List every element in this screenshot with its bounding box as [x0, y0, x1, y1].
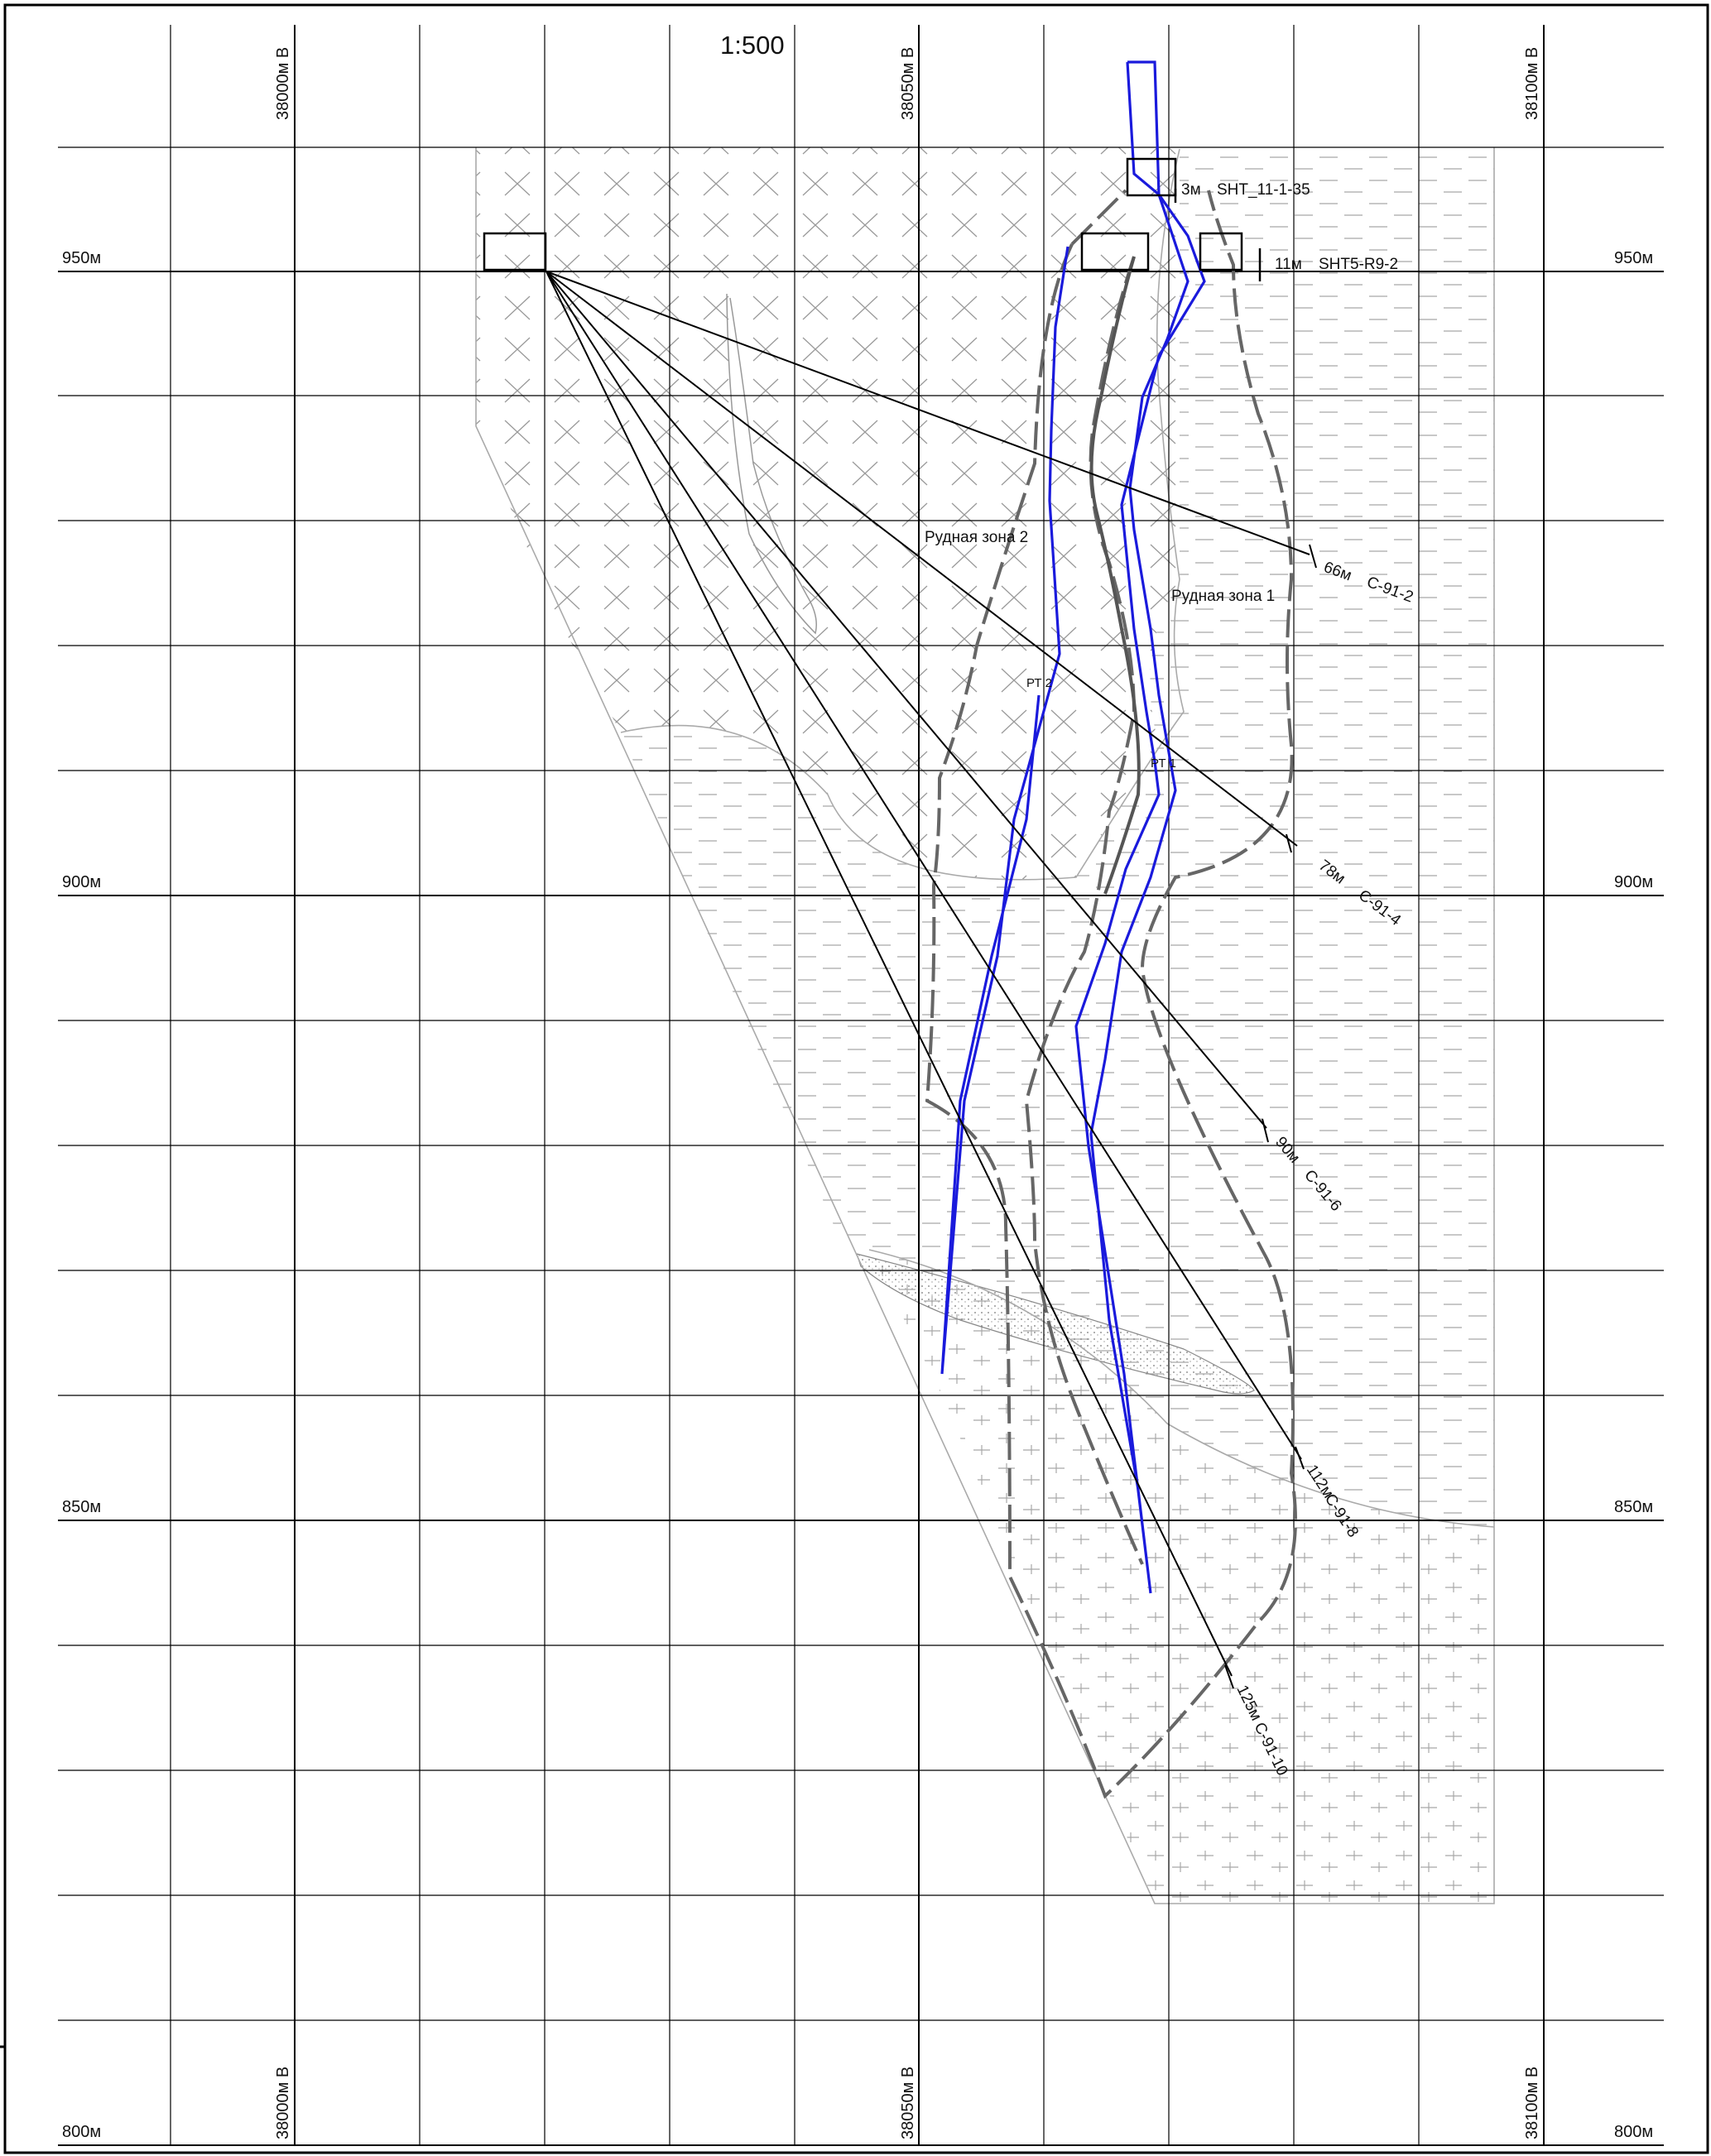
elevation-850-left: 850м — [62, 1498, 101, 1516]
working-1-name: SHT_11-1-35 — [1217, 181, 1310, 199]
granite-unit — [476, 147, 1180, 880]
elevation-900-right: 900м — [1614, 873, 1653, 891]
elevation-800-right: 800м — [1614, 2123, 1653, 2141]
contact-line-2 — [868, 1249, 1495, 1528]
zone2-boundary — [925, 190, 1297, 1799]
elevation-950-left: 950м — [62, 249, 101, 267]
working-1-length: 3м — [1181, 181, 1201, 199]
elevation-900-left: 900м — [62, 873, 101, 891]
zone-2-label: Рудная зона 2 — [925, 529, 1028, 546]
adit-left — [483, 232, 547, 271]
zone-1-label: Рудная зона 1 — [1171, 588, 1275, 605]
contact-line-1 — [620, 148, 1185, 881]
easting-label-38050-top: 38050м В — [899, 47, 917, 120]
sandstone-unit — [869, 1250, 1494, 1904]
scale-label: 1:500 — [720, 31, 785, 60]
borehole-c91-6 — [546, 271, 1267, 1129]
working-sht-11 — [1126, 157, 1177, 197]
elevation-950-right: 950м — [1614, 249, 1653, 267]
easting-label-38050-bottom: 38050м В — [899, 2067, 917, 2139]
borehole-c91-2 — [546, 271, 1310, 555]
point-rt1-label: РТ 1 — [1151, 756, 1176, 771]
boreholes — [546, 271, 1317, 1689]
ore-zone-2-contour — [940, 246, 1069, 1375]
zone-solid-boundary — [1089, 256, 1141, 895]
easting-label-38000-top: 38000м В — [274, 47, 292, 120]
working-2-name: SHT5-R9-2 — [1319, 256, 1398, 273]
easting-label-38100-top: 38100м В — [1523, 47, 1541, 120]
ore-zone-1-contour — [1074, 60, 1206, 1594]
sand-lens — [856, 1253, 1255, 1395]
lithology-layer — [475, 147, 1495, 1904]
borehole-c91-10 — [546, 271, 1233, 1677]
easting-labels: 38000м В 38050м В 38100м В 38000м В 3805… — [274, 47, 1541, 2139]
borehole-c91-8 — [546, 271, 1302, 1460]
working-2-length: 11м — [1275, 256, 1302, 273]
easting-label-38100-bottom: 38100м В — [1523, 2067, 1541, 2139]
working-sht5 — [1199, 232, 1243, 271]
elevation-850-right: 850м — [1614, 1498, 1653, 1516]
sheet-frame — [3, 3, 1709, 2154]
unit-outline-left — [475, 147, 1495, 1904]
borehole-c91-4 — [546, 271, 1298, 847]
point-rt2-label: РТ 2 — [1026, 676, 1052, 690]
elevation-labels: 950м 950м 900м 900м 850м 850м 800м 800м — [62, 249, 1653, 2141]
easting-label-38000-bottom: 38000м В — [274, 2067, 292, 2139]
mine-workings — [483, 157, 1262, 281]
shale-unit-upper — [621, 147, 1494, 1527]
working-mid — [1080, 232, 1150, 271]
ore-contours — [940, 60, 1206, 1594]
working-labels: 3м SHT_11-1-35 11м SHT5-R9-2 — [1181, 181, 1398, 273]
elevation-800-left: 800м — [62, 2123, 101, 2141]
